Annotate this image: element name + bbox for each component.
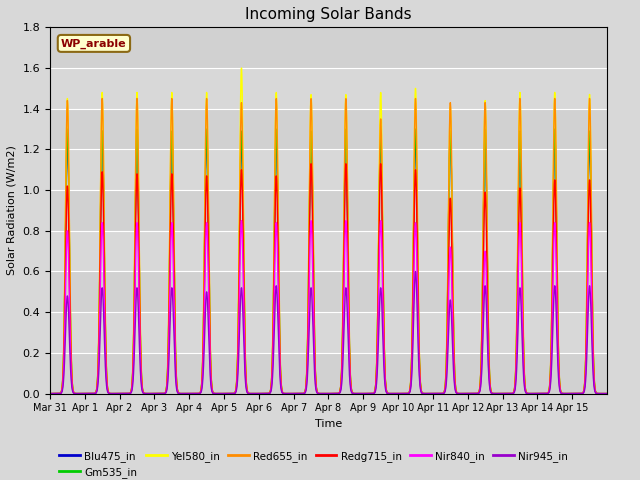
Yel580_in (524, 390, 531, 396)
Nir945_in (524, 391, 531, 396)
Gm535_in (481, 128, 489, 133)
Blu475_in (46, 391, 54, 396)
Gm535_in (162, 389, 170, 395)
Red655_in (349, 390, 357, 396)
Red655_in (523, 390, 531, 396)
Line: Gm535_in: Gm535_in (50, 129, 607, 394)
Redg715_in (380, 284, 387, 289)
Y-axis label: Solar Radiation (W/m2): Solar Radiation (W/m2) (7, 145, 17, 276)
Red655_in (509, 391, 516, 396)
Blu475_in (509, 391, 516, 396)
Line: Nir840_in: Nir840_in (50, 221, 607, 394)
Red655_in (586, 96, 593, 101)
Redg715_in (349, 391, 357, 396)
Redg715_in (481, 191, 489, 196)
Blu475_in (99, 128, 106, 134)
Nir840_in (524, 391, 531, 396)
X-axis label: Time: Time (315, 419, 342, 429)
Nir945_in (412, 269, 419, 275)
Yel580_in (380, 251, 387, 256)
Line: Yel580_in: Yel580_in (50, 68, 607, 394)
Line: Red655_in: Red655_in (50, 98, 607, 394)
Nir840_in (349, 391, 357, 396)
Redg715_in (509, 391, 516, 396)
Nir945_in (509, 391, 516, 396)
Yel580_in (237, 65, 245, 71)
Line: Redg715_in: Redg715_in (50, 164, 607, 394)
Redg715_in (377, 161, 385, 167)
Redg715_in (161, 390, 169, 396)
Gm535_in (524, 390, 531, 396)
Line: Blu475_in: Blu475_in (50, 131, 607, 394)
Line: Nir945_in: Nir945_in (50, 272, 607, 394)
Gm535_in (380, 269, 387, 275)
Nir945_in (603, 391, 611, 396)
Yel580_in (349, 391, 357, 396)
Nir945_in (161, 390, 169, 396)
Gm535_in (46, 391, 54, 396)
Blu475_in (162, 389, 170, 395)
Blu475_in (349, 391, 357, 396)
Yel580_in (509, 391, 516, 396)
Red655_in (481, 100, 489, 106)
Red655_in (46, 391, 54, 396)
Red655_in (161, 390, 169, 396)
Bar (50, 27, 607, 68)
Title: Incoming Solar Bands: Incoming Solar Bands (245, 7, 412, 22)
Nir945_in (379, 337, 387, 343)
Nir840_in (509, 391, 516, 396)
Nir840_in (237, 218, 245, 224)
Nir945_in (46, 391, 54, 396)
Yel580_in (603, 391, 611, 396)
Text: WP_arable: WP_arable (61, 38, 127, 48)
Yel580_in (481, 99, 489, 105)
Redg715_in (603, 391, 611, 396)
Red655_in (603, 391, 611, 396)
Redg715_in (524, 391, 531, 396)
Bar (50, 272, 607, 312)
Gm535_in (603, 391, 611, 396)
Bar (50, 108, 607, 149)
Blu475_in (524, 390, 531, 396)
Blu475_in (481, 132, 489, 138)
Gm535_in (509, 391, 516, 396)
Gm535_in (63, 126, 71, 132)
Nir840_in (603, 391, 611, 396)
Bar (50, 353, 607, 394)
Nir945_in (481, 284, 489, 289)
Nir945_in (349, 391, 357, 396)
Nir840_in (161, 390, 169, 396)
Bar (50, 190, 607, 231)
Red655_in (379, 253, 387, 259)
Nir840_in (46, 391, 54, 396)
Redg715_in (46, 391, 54, 396)
Gm535_in (349, 391, 357, 396)
Yel580_in (46, 391, 54, 396)
Nir840_in (481, 249, 489, 255)
Blu475_in (380, 271, 387, 276)
Legend: Blu475_in, Gm535_in, Yel580_in, Red655_in, Redg715_in, Nir840_in, Nir945_in: Blu475_in, Gm535_in, Yel580_in, Red655_i… (55, 446, 572, 480)
Yel580_in (161, 390, 169, 396)
Blu475_in (603, 391, 611, 396)
Nir840_in (380, 310, 387, 316)
